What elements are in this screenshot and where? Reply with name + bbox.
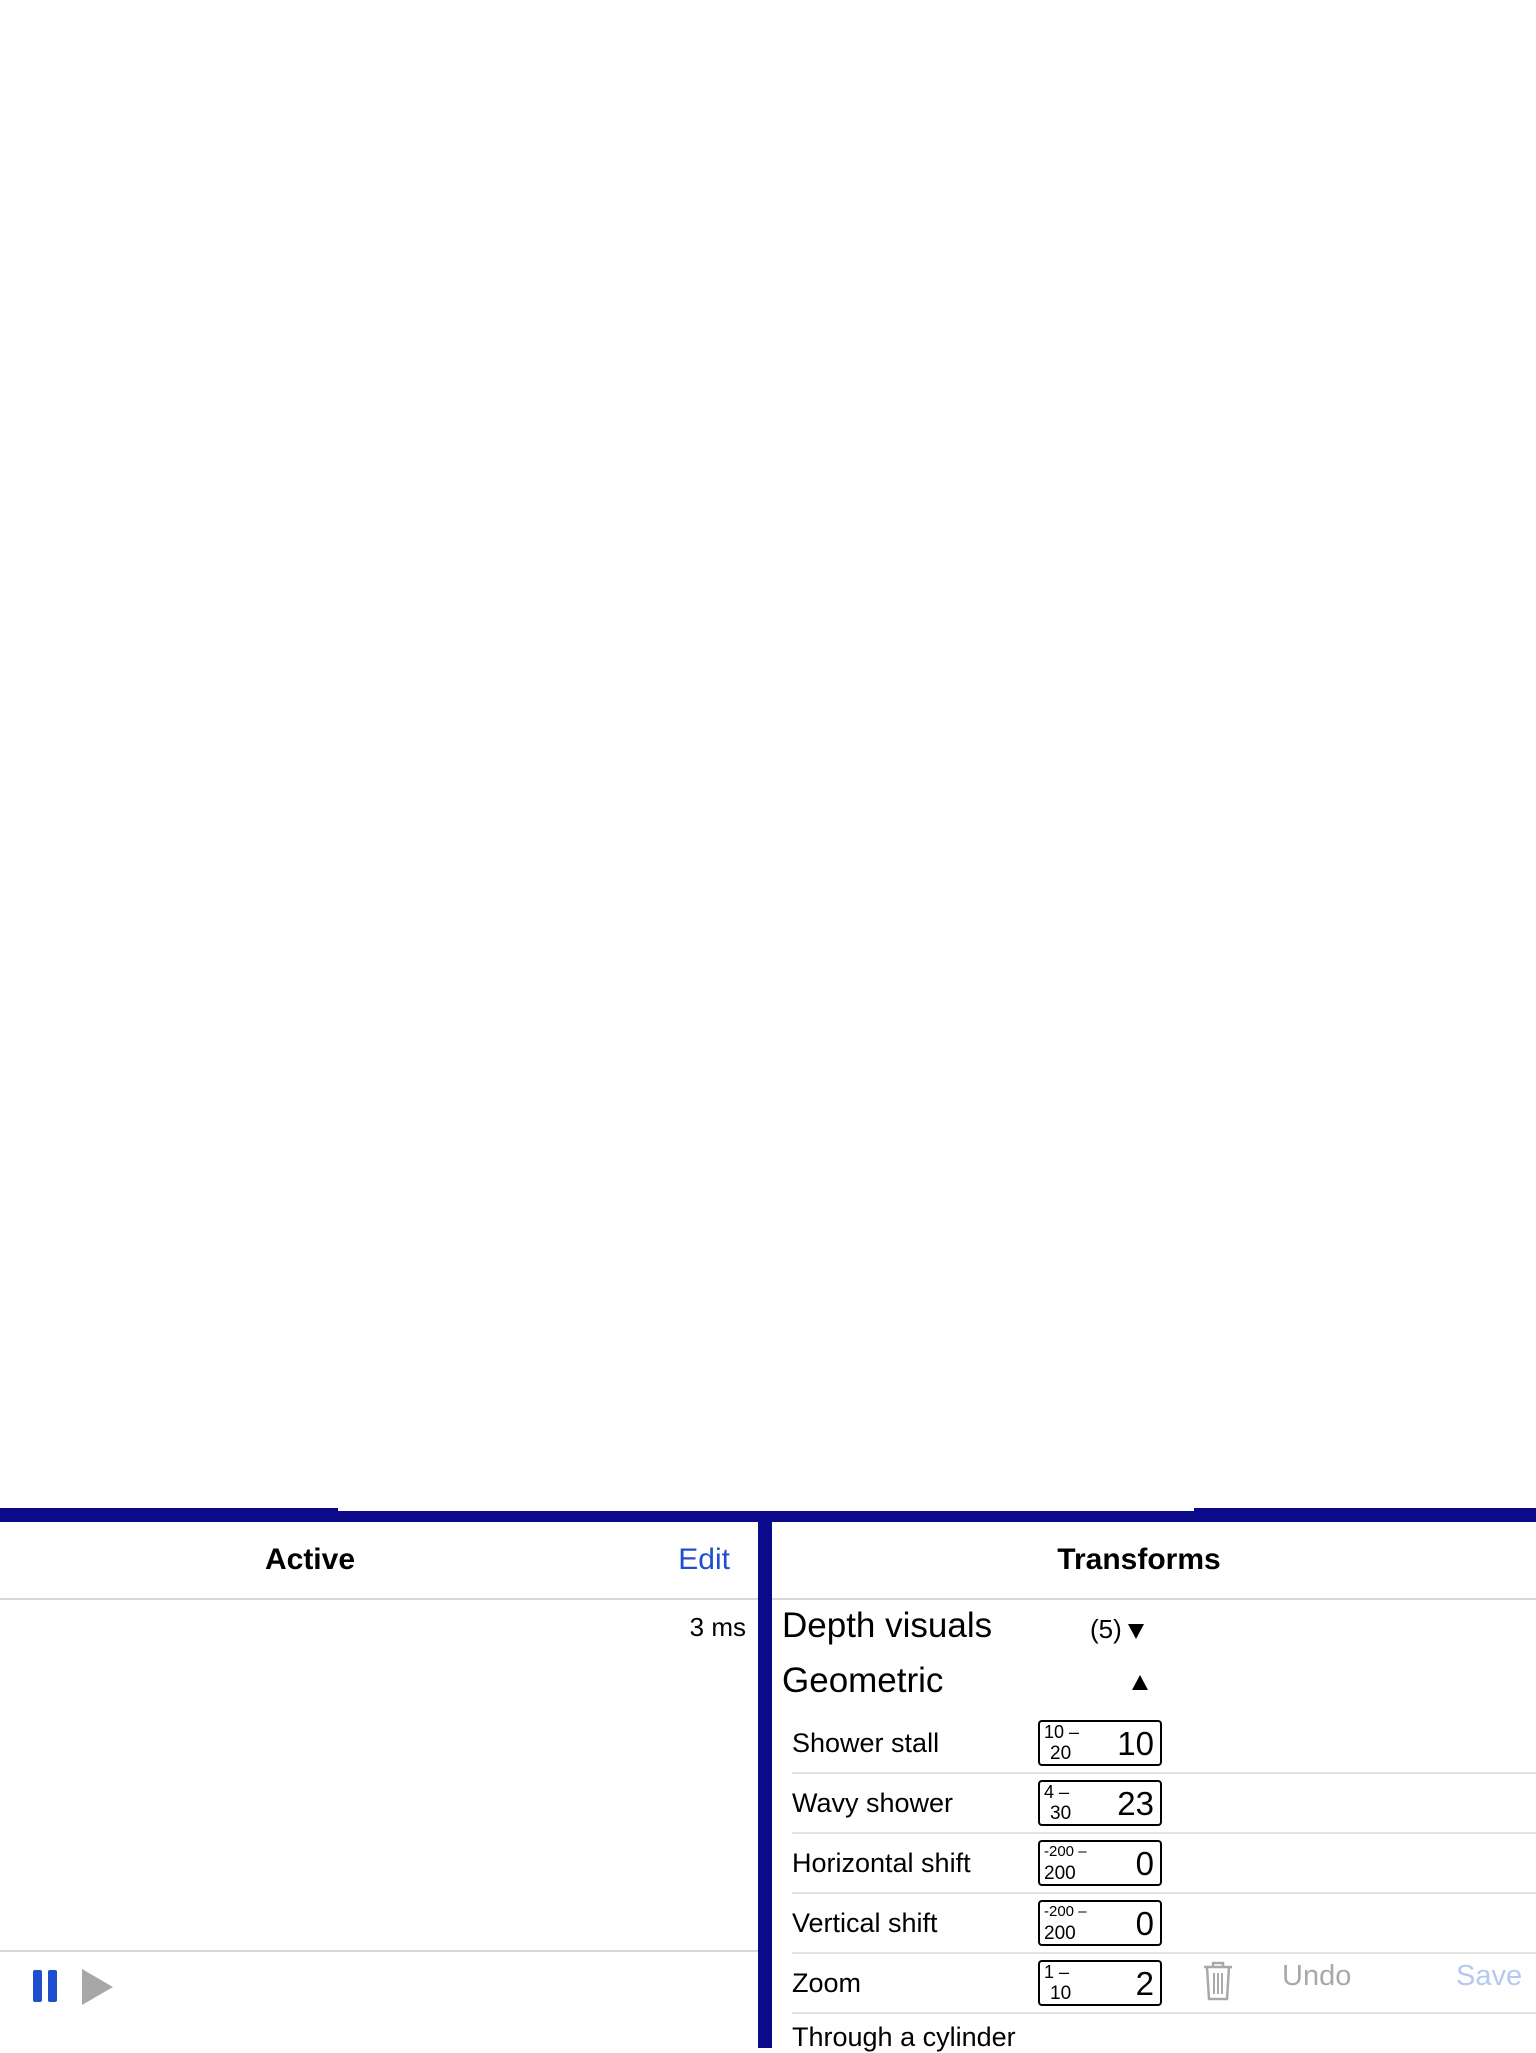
range-min: 1 – (1044, 1962, 1070, 1982)
play-icon[interactable] (82, 1969, 113, 2005)
wavy-shower-stepper[interactable]: 4 – 30 23 (1038, 1780, 1162, 1826)
vertical-shift-stepper[interactable]: -200 – 200 0 (1038, 1900, 1162, 1946)
row-separator (792, 2012, 1536, 2014)
stepper-value[interactable]: 0 (1135, 1845, 1154, 1882)
active-title: Active (264, 1543, 356, 1576)
transforms-header: Transforms (772, 1522, 1536, 1600)
range-max: 30 (1050, 1803, 1072, 1824)
active-header: Active Edit (0, 1522, 758, 1600)
param-row-zoom: Zoom 1 – 10 2 Undo Save (792, 1954, 1536, 2014)
stepper-value[interactable]: 10 (1117, 1725, 1154, 1762)
param-label: Zoom (792, 1968, 862, 1998)
zoom-stepper[interactable]: 1 – 10 2 (1038, 1960, 1162, 2006)
section-depth-visuals-toggle[interactable]: (5) (1090, 1614, 1144, 1645)
param-label: Wavy shower (792, 1788, 954, 1818)
transforms-title: Transforms (1057, 1543, 1221, 1576)
trash-icon[interactable] (1198, 1958, 1238, 2002)
range-max: 20 (1050, 1743, 1072, 1764)
row-separator (792, 1832, 1536, 1834)
param-label: Horizontal shift (792, 1848, 971, 1878)
save-button[interactable]: Save (1456, 1960, 1523, 1992)
range-max: 200 (1044, 1923, 1076, 1944)
param-row-shower-stall: Shower stall 10 – 20 10 (792, 1714, 1536, 1774)
section-count: (5) (1090, 1614, 1122, 1644)
stepper-value[interactable]: 0 (1135, 1905, 1154, 1942)
stepper-value[interactable]: 2 (1135, 1965, 1154, 2002)
row-separator (792, 1772, 1536, 1774)
range-max: 200 (1044, 1863, 1076, 1884)
edit-button[interactable]: Edit (678, 1543, 730, 1576)
shower-stall-stepper[interactable]: 10 – 20 10 (1038, 1720, 1162, 1766)
vertical-divider[interactable] (758, 1522, 772, 2048)
undo-button[interactable]: Undo (1282, 1960, 1352, 1992)
transforms-panel: Transforms Depth visuals (5) Geometric S… (772, 1522, 1536, 2052)
param-label: Vertical shift (792, 1908, 938, 1938)
chevron-down-icon (1127, 1623, 1144, 1639)
row-separator (792, 1952, 1536, 1954)
chevron-up-icon[interactable] (1132, 1675, 1148, 1690)
pause-icon[interactable] (33, 1970, 59, 2002)
range-min: -200 – (1044, 1843, 1087, 1860)
transform-item-through-a-cylinder[interactable]: Through a cylinder (792, 2022, 1016, 2052)
param-row-vertical-shift: Vertical shift -200 – 200 0 (792, 1894, 1536, 1954)
top-divider (0, 1508, 1536, 1522)
active-panel: Active Edit 3 ms (0, 1522, 758, 2048)
range-min: 4 – (1044, 1782, 1070, 1802)
timing-label: 3 ms (689, 1612, 746, 1642)
param-label: Shower stall (792, 1728, 940, 1758)
horizontal-shift-stepper[interactable]: -200 – 200 0 (1038, 1840, 1162, 1886)
stepper-value[interactable]: 23 (1117, 1785, 1154, 1822)
top-divider-gap (338, 1508, 1194, 1511)
param-row-wavy-shower: Wavy shower 4 – 30 23 (792, 1774, 1536, 1834)
range-min: 10 – (1044, 1722, 1080, 1742)
section-depth-visuals[interactable]: Depth visuals (782, 1606, 993, 1645)
range-max: 10 (1050, 1983, 1072, 2004)
player-separator (0, 1950, 758, 1952)
section-geometric[interactable]: Geometric (782, 1661, 944, 1700)
row-separator (792, 1892, 1536, 1894)
param-row-horizontal-shift: Horizontal shift -200 – 200 0 (792, 1834, 1536, 1894)
preview-canvas (0, 0, 1536, 1508)
range-min: -200 – (1044, 1903, 1087, 1920)
